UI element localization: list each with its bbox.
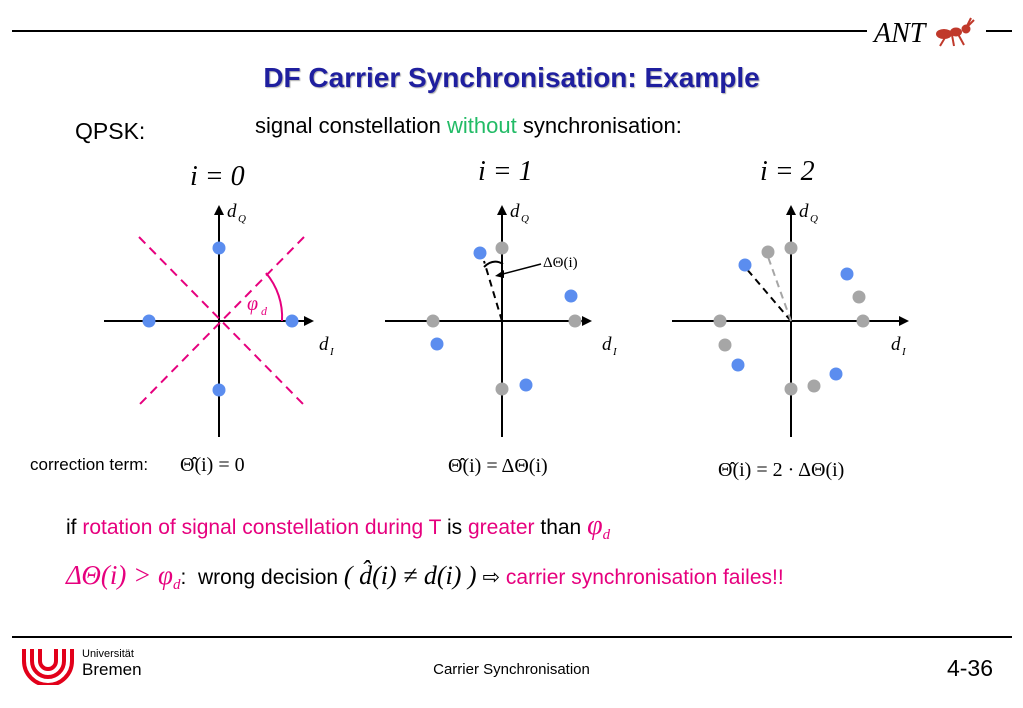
university-logo-icon	[22, 649, 74, 685]
svg-text:Q: Q	[238, 213, 246, 225]
axis-i-label: d	[319, 334, 329, 355]
svg-text:Q: Q	[810, 213, 818, 225]
wrong-decision-formula: ( d̂(i) ≠ d(i) )	[343, 561, 477, 590]
symbol-point	[212, 383, 226, 397]
reference-point	[426, 314, 440, 328]
angle-label: φ	[247, 293, 258, 315]
svg-text:I: I	[901, 346, 907, 358]
condition-formula: ΔΘ(i) > φ	[66, 560, 173, 590]
reference-point	[784, 241, 798, 255]
constellation-diagram-0: i = 0 φ d d Q d I	[104, 161, 335, 437]
correction-formula-0: Θ̂(i) = 0	[180, 454, 245, 476]
bottom-rule	[12, 636, 1012, 638]
footer-title: Carrier Synchronisation	[433, 661, 590, 678]
svg-text:d: d	[510, 201, 520, 222]
university-name-line2: Bremen	[82, 660, 142, 679]
correction-formula-2: Θ̂(i) = 2 · ΔΘ(i)	[718, 459, 845, 481]
phi-symbol: φ	[587, 510, 603, 541]
constellation-diagram-2: i = 2 d Q d I	[672, 156, 909, 437]
top-rule	[12, 30, 867, 32]
conclusion-statement: ΔΘ(i) > φd: wrong decision ( d̂(i) ≠ d(i…	[66, 560, 784, 594]
symbol-point	[212, 241, 226, 255]
symbol-point	[142, 314, 156, 328]
symbol-point	[731, 358, 745, 372]
symbol-point	[285, 314, 299, 328]
svg-text:I: I	[612, 346, 618, 358]
symbol-point	[519, 378, 533, 392]
symbol-point	[840, 267, 854, 281]
greater-text: greater	[467, 516, 535, 539]
wrong-decision-text: wrong decision	[198, 566, 344, 589]
reference-point	[761, 245, 775, 259]
reference-point	[713, 314, 727, 328]
axis-q-label: d	[227, 201, 237, 222]
angle-arc	[265, 272, 284, 322]
reference-point	[495, 241, 509, 255]
symbol-point	[738, 258, 752, 272]
symbol-point	[430, 337, 444, 351]
decision-boundary-a	[138, 236, 305, 406]
ant-logo-text: ANT	[872, 18, 928, 49]
correction-formula-1: Θ̂(i) = ΔΘ(i)	[448, 455, 548, 477]
qpsk-label: QPSK:	[75, 118, 146, 144]
index-label-1: i = 1	[478, 156, 533, 187]
correction-term-label: correction term:	[30, 455, 149, 474]
reference-point	[852, 290, 866, 304]
ant-insect-icon	[936, 17, 975, 47]
reference-point	[856, 314, 870, 328]
subtitle: signal constellation without synchronisa…	[255, 113, 682, 139]
subtitle-pre: signal constellation	[255, 113, 448, 138]
ant-logo: ANT	[872, 17, 975, 49]
svg-text:d: d	[891, 334, 901, 355]
implies-arrow-icon: ⇨	[482, 566, 501, 589]
page-title: DF Carrier Synchronisation: Example	[263, 62, 760, 93]
symbol-point	[564, 289, 578, 303]
reference-point	[495, 382, 509, 396]
svg-text:d: d	[602, 334, 612, 355]
reference-point	[718, 338, 732, 352]
failure-text: carrier synchronisation failes!!	[505, 566, 784, 589]
rotation-text: rotation of signal constellation during …	[82, 516, 442, 539]
delta-theta-label: ΔΘ(i)	[543, 255, 578, 271]
index-label-2: i = 2	[760, 156, 815, 187]
symbol-point	[829, 367, 843, 381]
svg-text:I: I	[329, 346, 335, 358]
constellation-diagram-1: i = 1 ΔΘ(i) d Q d I	[385, 156, 618, 437]
top-rule-right	[986, 30, 1012, 32]
angle-sub: d	[261, 304, 268, 318]
index-label-0: i = 0	[190, 161, 245, 192]
condition-statement: if rotation of signal constellation duri…	[66, 510, 611, 544]
reference-point	[568, 314, 582, 328]
reference-point	[807, 379, 821, 393]
decision-boundary-b	[138, 236, 305, 406]
svg-text:Q: Q	[521, 213, 529, 225]
symbol-point	[473, 246, 487, 260]
subtitle-post: synchronisation:	[516, 113, 682, 138]
svg-text:d: d	[799, 201, 809, 222]
page-number: 4-36	[946, 655, 993, 681]
subtitle-highlight: without	[447, 113, 517, 138]
university-name-line1: Universität	[82, 648, 134, 660]
reference-point	[784, 382, 798, 396]
